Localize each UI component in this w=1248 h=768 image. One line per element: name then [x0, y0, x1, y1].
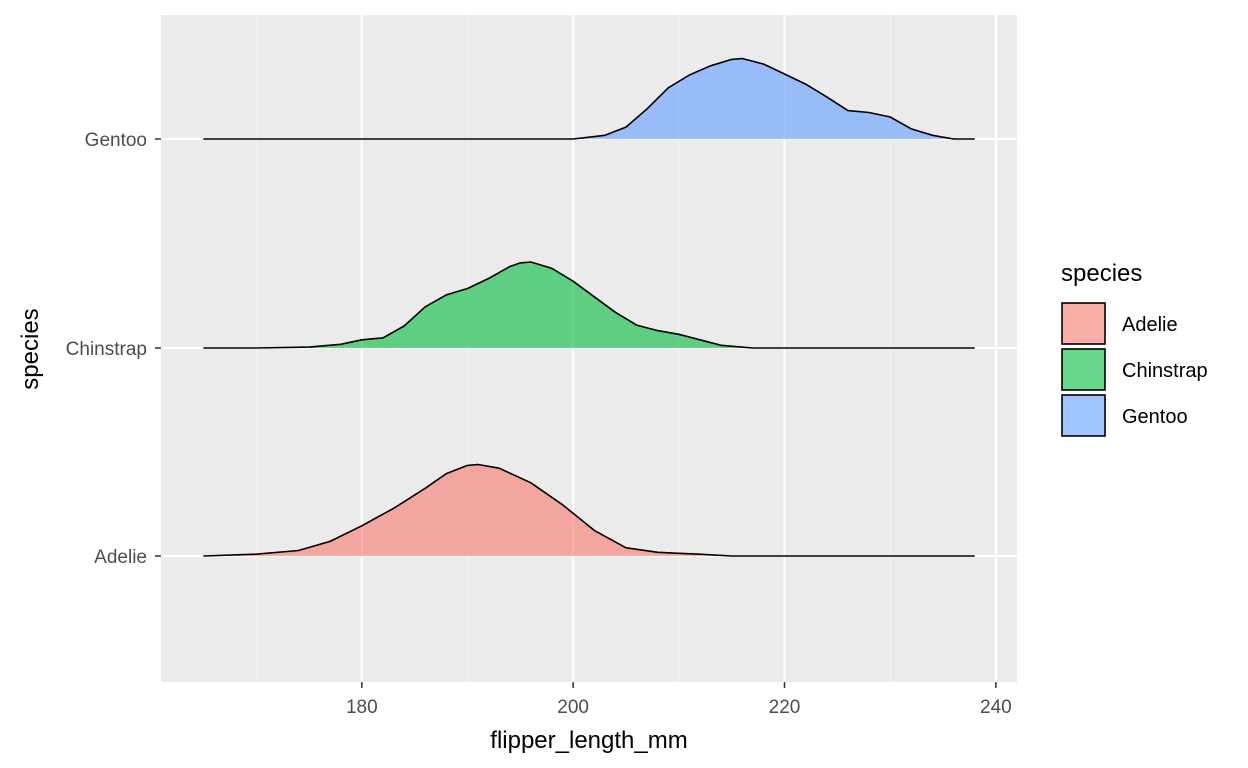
- density-ridges: [203, 57, 975, 557]
- y-tick-label-chinstrap: Chinstrap: [66, 339, 147, 360]
- legend-key-gentoo: [1061, 394, 1106, 437]
- y-tick-label-gentoo: Gentoo: [85, 130, 147, 151]
- legend-label-chinstrap: Chinstrap: [1122, 360, 1208, 382]
- density-line-chinstrap: [203, 261, 975, 349]
- density-line-adelie: [203, 463, 975, 557]
- legend-label-gentoo: Gentoo: [1122, 406, 1188, 428]
- x-tick-label: 180: [346, 697, 378, 718]
- legend-label-adelie: Adelie: [1122, 314, 1178, 336]
- x-tick-label: 240: [980, 697, 1012, 718]
- y-axis-title: species: [17, 308, 44, 389]
- density-area-chinstrap: [203, 262, 975, 348]
- y-tick-label-adelie: Adelie: [94, 547, 147, 568]
- x-axis-title: flipper_length_mm: [490, 727, 687, 754]
- y-axis: Adelie Chinstrap Gentoo: [66, 130, 161, 568]
- legend: species Adelie Chinstrap Gentoo: [1061, 260, 1208, 437]
- x-axis: 180 200 220 240: [346, 682, 1012, 718]
- density-area-gentoo: [203, 58, 975, 139]
- legend-key-adelie: [1061, 302, 1106, 345]
- x-tick-label: 200: [557, 697, 589, 718]
- x-tick-label: 220: [769, 697, 801, 718]
- density-line-gentoo: [203, 57, 975, 140]
- density-area-adelie: [203, 464, 975, 556]
- legend-title: species: [1061, 260, 1142, 287]
- legend-key-chinstrap: [1061, 348, 1106, 391]
